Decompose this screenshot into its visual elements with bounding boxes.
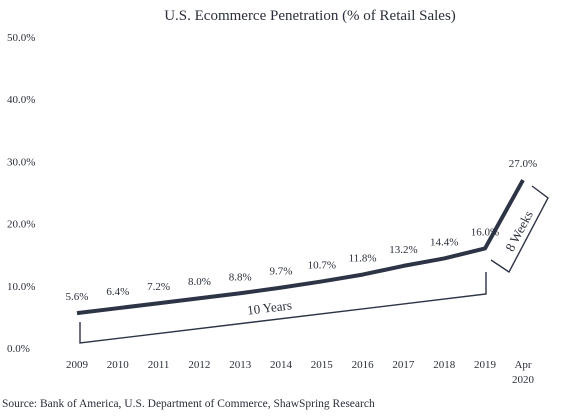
data-label: 7.2%: [147, 281, 170, 293]
ten-years-bracket: [79, 272, 487, 344]
x-tick-label: 2014: [270, 359, 293, 371]
x-tick-label: 2020: [512, 374, 535, 386]
y-tick-label: 10.0%: [7, 281, 35, 293]
data-label: 6.4%: [106, 286, 129, 298]
x-tick-label: Apr: [514, 359, 531, 371]
data-label: 16.0%: [471, 226, 499, 238]
x-tick-label: 2009: [66, 359, 89, 371]
x-tick-label: 2012: [188, 359, 210, 371]
x-tick-label: 2016: [352, 359, 375, 371]
data-label: 5.6%: [66, 291, 89, 303]
data-label: 27.0%: [509, 158, 537, 170]
x-tick-label: 2011: [148, 359, 170, 371]
source-note: Source: Bank of America, U.S. Department…: [2, 398, 375, 410]
y-tick-label: 40.0%: [7, 94, 35, 106]
y-tick-label: 20.0%: [7, 219, 35, 231]
chart-title: U.S. Ecommerce Penetration (% of Retail …: [164, 8, 456, 24]
x-tick-label: 2017: [392, 359, 415, 371]
x-tick-label: 2018: [433, 359, 456, 371]
y-tick-label: 0.0%: [7, 343, 30, 355]
eight-weeks-bracket: [490, 185, 549, 274]
x-tick-label: 2010: [107, 359, 130, 371]
series-line-path: [76, 179, 525, 316]
y-tick-label: 30.0%: [7, 156, 35, 168]
data-label: 10.7%: [308, 259, 336, 271]
data-label: 8.0%: [188, 276, 211, 288]
y-axis: 0.0% 10.0% 20.0% 30.0% 40.0% 50.0%: [7, 32, 35, 355]
series-line: [76, 179, 525, 316]
y-tick-label: 50.0%: [7, 32, 35, 44]
data-label: 11.8%: [349, 253, 377, 265]
x-tick-label: 2015: [311, 359, 334, 371]
data-label: 14.4%: [430, 236, 458, 248]
x-tick-label: 2013: [229, 359, 252, 371]
x-axis: 2009 2010 2011 2012 2013 2014 2015 2016 2017 2018…: [66, 359, 535, 386]
data-label: 13.2%: [389, 244, 417, 256]
x-tick-label: 2019: [474, 359, 497, 371]
data-labels: 5.6% 6.4% 7.2% 8.0% 8.8% 9.7% 10.7% 11.8% 13.2% 1…: [66, 158, 538, 303]
data-label: 9.7%: [270, 266, 293, 278]
data-label: 8.8%: [229, 271, 252, 283]
annotation-10-years: 10 Years: [246, 297, 292, 317]
